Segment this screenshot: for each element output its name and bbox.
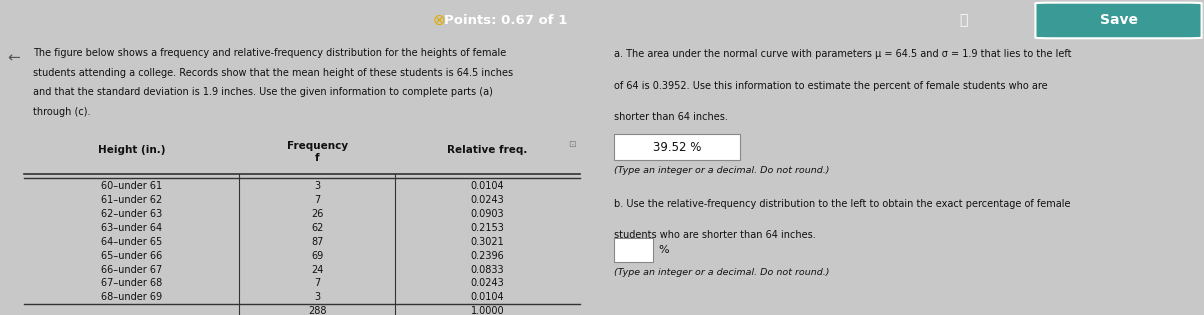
Text: 0.2396: 0.2396 — [471, 250, 504, 261]
Text: 87: 87 — [311, 237, 324, 247]
Text: 0.0104: 0.0104 — [471, 292, 504, 302]
Text: 0.0833: 0.0833 — [471, 265, 504, 274]
Text: 64–under 65: 64–under 65 — [101, 237, 163, 247]
Text: 66–under 67: 66–under 67 — [101, 265, 163, 274]
Text: 288: 288 — [308, 306, 326, 315]
Text: (Type an integer or a decimal. Do not round.): (Type an integer or a decimal. Do not ro… — [614, 166, 830, 175]
Text: (Type an integer or a decimal. Do not round.): (Type an integer or a decimal. Do not ro… — [614, 268, 830, 277]
Text: f: f — [314, 153, 319, 163]
Text: ←: ← — [7, 50, 20, 66]
Text: 3: 3 — [314, 292, 320, 302]
Text: 0.2153: 0.2153 — [471, 223, 504, 232]
Text: ⊗: ⊗ — [433, 13, 445, 28]
FancyBboxPatch shape — [1035, 3, 1202, 38]
Text: 0.0243: 0.0243 — [471, 278, 504, 289]
Text: 62–under 63: 62–under 63 — [101, 209, 163, 219]
Text: 62: 62 — [311, 223, 324, 232]
Text: 0.0243: 0.0243 — [471, 195, 504, 205]
Text: ⧖: ⧖ — [960, 14, 967, 27]
Text: through (c).: through (c). — [33, 107, 90, 117]
Text: and that the standard deviation is 1.9 inches. Use the given information to comp: and that the standard deviation is 1.9 i… — [33, 87, 492, 97]
Text: Points: 0.67 of 1: Points: 0.67 of 1 — [444, 14, 567, 27]
Text: Relative freq.: Relative freq. — [448, 145, 527, 155]
Text: 60–under 61: 60–under 61 — [101, 181, 163, 191]
Text: students who are shorter than 64 inches.: students who are shorter than 64 inches. — [614, 230, 816, 240]
Text: 63–under 64: 63–under 64 — [101, 223, 163, 232]
Text: b. Use the relative-frequency distribution to the left to obtain the exact perce: b. Use the relative-frequency distributi… — [614, 198, 1070, 209]
Text: shorter than 64 inches.: shorter than 64 inches. — [614, 112, 728, 122]
Text: The figure below shows a frequency and relative-frequency distribution for the h: The figure below shows a frequency and r… — [33, 48, 506, 58]
Text: 7: 7 — [314, 278, 320, 289]
Text: 3: 3 — [314, 181, 320, 191]
Text: 7: 7 — [314, 195, 320, 205]
Text: 0.0903: 0.0903 — [471, 209, 504, 219]
Text: students attending a college. Records show that the mean height of these student: students attending a college. Records sh… — [33, 67, 513, 77]
Text: ⊡: ⊡ — [568, 140, 576, 149]
Text: 26: 26 — [311, 209, 324, 219]
Text: 61–under 62: 61–under 62 — [101, 195, 163, 205]
Text: 39.52 %: 39.52 % — [653, 141, 702, 154]
Text: 0.3021: 0.3021 — [471, 237, 504, 247]
Text: Height (in.): Height (in.) — [98, 145, 165, 155]
Text: 67–under 68: 67–under 68 — [101, 278, 163, 289]
Text: 0.0104: 0.0104 — [471, 181, 504, 191]
Bar — [614, 134, 740, 160]
Text: Frequency: Frequency — [287, 141, 348, 151]
Text: 1.0000: 1.0000 — [471, 306, 504, 315]
Text: 68–under 69: 68–under 69 — [101, 292, 163, 302]
Text: of 64 is 0.3952. Use this information to estimate the percent of female students: of 64 is 0.3952. Use this information to… — [614, 81, 1047, 91]
Bar — [614, 238, 653, 261]
Text: 69: 69 — [311, 250, 323, 261]
Text: 65–under 66: 65–under 66 — [101, 250, 163, 261]
Text: Save: Save — [1099, 14, 1138, 27]
Text: a. The area under the normal curve with parameters μ = 64.5 and σ = 1.9 that lie: a. The area under the normal curve with … — [614, 49, 1072, 59]
Text: 24: 24 — [311, 265, 324, 274]
Text: %: % — [657, 245, 668, 255]
